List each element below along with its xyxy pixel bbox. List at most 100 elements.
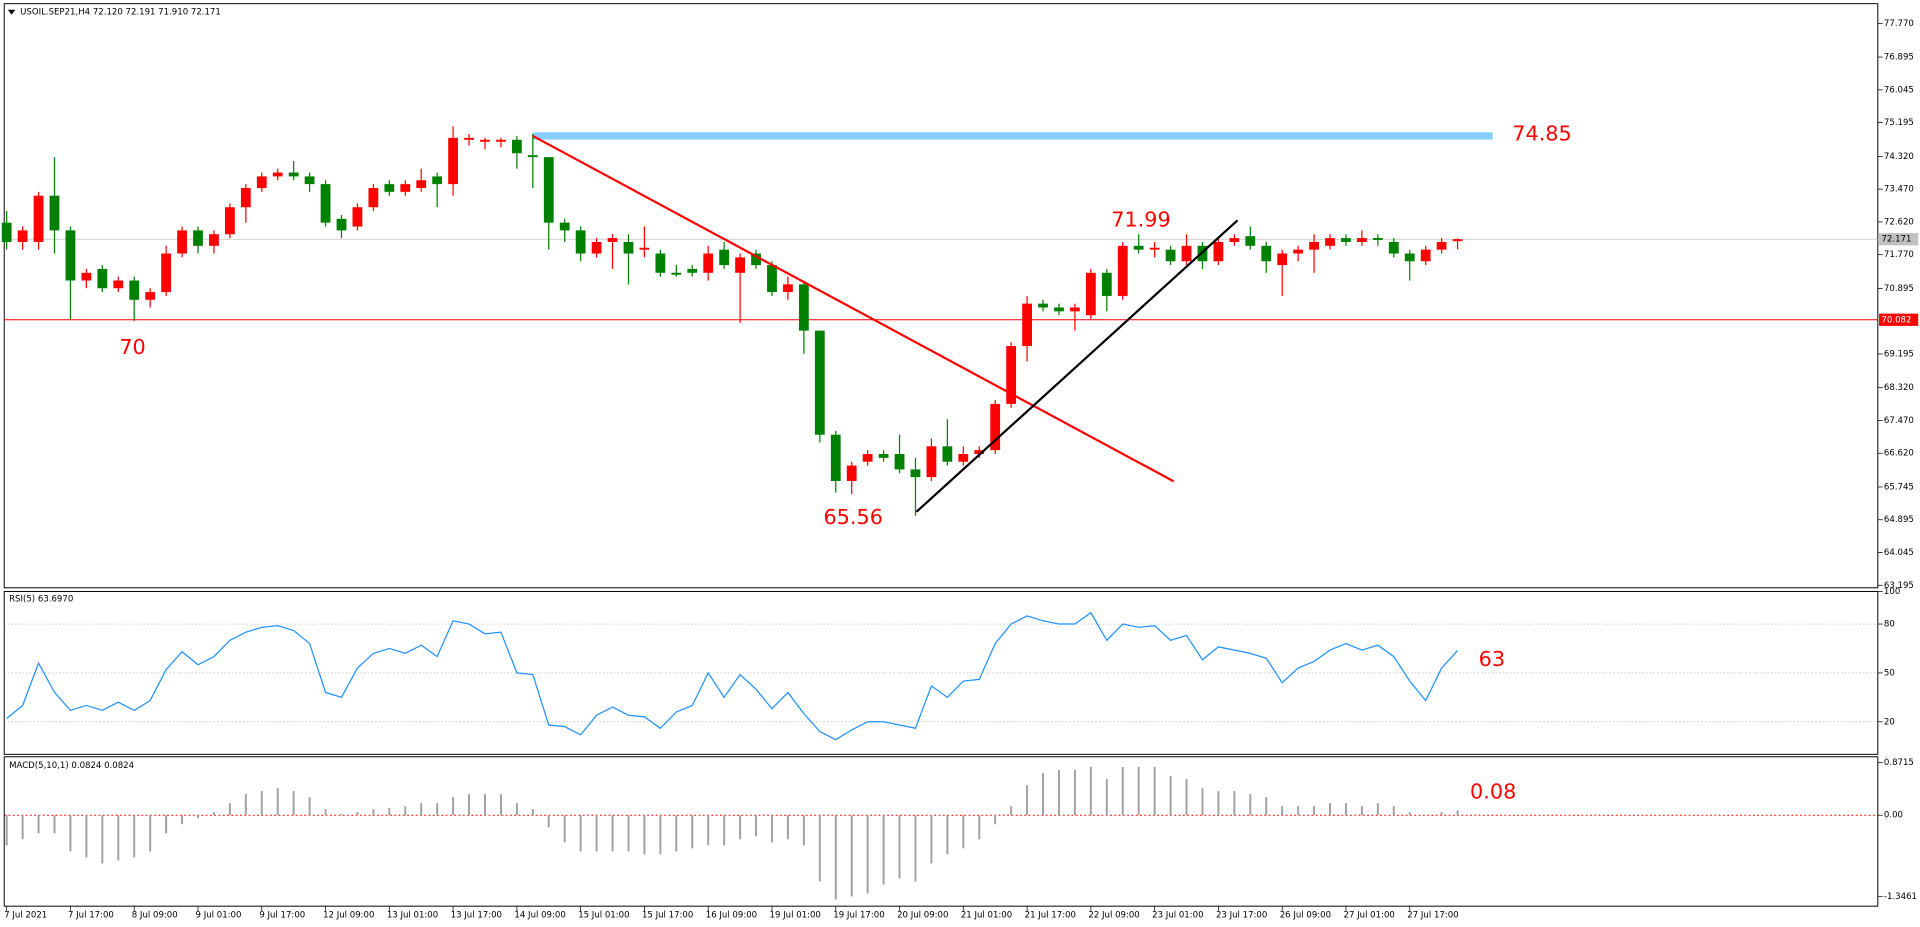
candle-body [161,253,172,293]
x-tick-label: 14 Jul 09:00 [514,910,565,920]
candle-body [1085,272,1096,316]
candle-body [1404,253,1415,262]
candle-body [113,280,124,289]
candle-body [527,155,538,158]
candle-body [575,230,586,254]
candle-body [145,292,156,300]
candle-body [511,139,522,154]
x-tick-label: 7 Jul 17:00 [68,910,114,920]
x-tick-label: 27 Jul 17:00 [1407,910,1458,920]
y-tick-label: 64.895 [1884,515,1914,525]
y-tick-label: 76.045 [1884,85,1914,95]
x-tick-label: 23 Jul 01:00 [1152,910,1203,920]
x-tick-label: 13 Jul 01:00 [387,910,438,920]
macd-pane [3,756,1879,907]
candle-body [655,253,666,273]
candle-body [830,434,841,481]
candle-body [671,272,682,275]
x-tick-label: 15 Jul 01:00 [578,910,629,920]
y-tick-label: -1.3461 [1884,892,1917,902]
menu-arrow [7,9,16,15]
y-tick-label: 77.770 [1884,19,1914,29]
candle-body [1388,241,1399,254]
x-tick-label: 9 Jul 17:00 [259,910,305,920]
x-tick-label: 26 Jul 09:00 [1280,910,1331,920]
candle-body [65,230,76,281]
candle-body [735,257,745,273]
candle-body [336,218,347,231]
candle-body [1165,249,1176,262]
candle-body [1,222,12,242]
candle-body [1054,307,1064,312]
y-tick-label: 20 [1884,717,1895,727]
level-price-box [1879,313,1919,326]
candle-body [783,284,793,293]
candle-body [1006,346,1017,404]
candle-body [1213,241,1224,262]
candle-body [1277,253,1288,266]
candle-body [1309,241,1319,250]
candle-body [1245,236,1256,246]
y-tick-label: 0.00 [1884,811,1903,821]
x-tick-label: 20 Jul 09:00 [897,910,948,920]
candle-body [1117,245,1128,296]
candle-body [240,187,251,208]
y-tick-label: 64.045 [1884,548,1914,558]
last-price-box [1879,233,1919,246]
candle-body [1261,245,1272,262]
y-tick-label: 69.195 [1884,349,1914,359]
candle-body [1022,303,1032,347]
chart-title: USOIL.SEP21,H4 72.120 72.191 71.910 72.1… [20,8,221,18]
candle-body [480,139,490,142]
x-tick-label: 7 Jul 2021 [4,910,47,920]
candle-body [224,207,235,235]
candle-body [767,265,777,293]
candle-body [1436,241,1447,250]
rsi-title: RSI(5) 63.6970 [9,594,73,604]
candle-body [17,230,28,242]
candle-body [384,184,395,192]
x-tick-label: 22 Jul 09:00 [1088,910,1139,920]
candle-body [623,241,634,254]
price-zone [532,132,1493,140]
annotation: 71.99 [1111,207,1171,231]
candle-body [129,280,140,300]
candle-body [846,465,857,481]
x-tick-label: 16 Jul 09:00 [706,910,757,920]
candle-body [559,222,570,231]
y-tick-label: 70.895 [1884,284,1914,294]
candle-body [719,249,730,266]
trendline [915,219,1239,513]
candle-body [1452,239,1463,242]
y-tick-label: 63.195 [1884,581,1914,591]
x-tick-label: 27 Jul 01:00 [1344,910,1395,920]
y-tick-label: 66.620 [1884,449,1914,459]
y-tick-label: 73.470 [1884,185,1914,195]
annotation: 0.08 [1470,779,1516,803]
candle-body [942,446,953,462]
y-tick-label: 50 [1884,668,1895,678]
candle-body [1101,272,1112,296]
y-tick-label: 72.620 [1884,217,1914,227]
macd-title: MACD(5,10,1) 0.0824 0.0824 [9,761,134,771]
y-tick-label: 67.470 [1884,416,1914,426]
price-pane [3,3,1879,589]
candle-body [1293,249,1304,254]
y-tick-label: 100 [1884,587,1900,597]
y-tick-label: 74.320 [1884,152,1914,162]
candle-body [1038,303,1048,308]
candle-body [687,268,698,273]
x-tick-label: 12 Jul 09:00 [323,910,374,920]
x-tick-label: 8 Jul 09:00 [132,910,178,920]
candle-body [1325,238,1335,246]
x-tick-label: 21 Jul 17:00 [1025,910,1076,920]
candle-body [591,241,602,254]
candle-body [751,253,761,266]
zone-label: 74.85 [1512,122,1572,146]
last-price-label: 72.171 [1881,235,1911,245]
candle-body [416,180,427,188]
annotation: 70 [119,335,145,359]
candle-body [910,469,921,478]
